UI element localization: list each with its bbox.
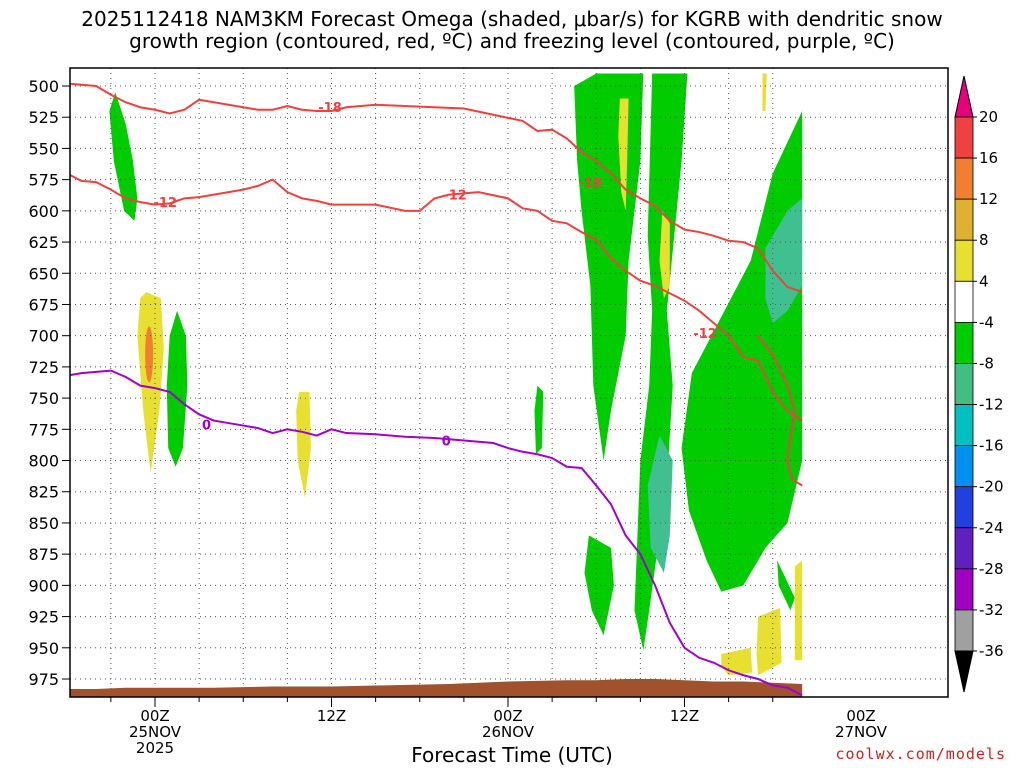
omega-region-14 [794, 560, 803, 661]
colorbar-label: -4 [979, 313, 994, 331]
omega-region-16 [659, 210, 670, 299]
colorbar-top-arrow [954, 75, 974, 118]
chart-title-line2: growth region (contoured, red, ºC) and f… [129, 29, 895, 53]
y-tick-label: 800 [28, 452, 59, 471]
colorbar-label: -20 [979, 478, 1004, 496]
shaded-regions [109, 73, 803, 676]
contour-label: -18 [318, 101, 342, 116]
x-tick-date: 26NOV [482, 723, 535, 741]
contour--12b [757, 335, 803, 487]
colorbar-band [954, 445, 974, 488]
colorbar-band [954, 116, 974, 159]
colorbar-label: -12 [979, 396, 1004, 414]
colorbar-label: 20 [979, 108, 998, 126]
y-tick-label: 725 [28, 358, 59, 377]
y-tick-label: 550 [28, 139, 59, 158]
colorbar-band [954, 280, 974, 323]
x-tick-date: 25NOV [129, 723, 182, 741]
colorbar-bottom-arrow [954, 650, 974, 693]
omega-region-17 [762, 73, 767, 111]
x-tick-label: 00Z [846, 707, 875, 725]
x-tick-label: 12Z [670, 707, 699, 725]
y-tick-label: 650 [28, 264, 59, 283]
contour-label: -12 [693, 327, 717, 342]
omega-region-8 [681, 110, 803, 592]
credit-text[interactable]: coolwx.com/models [835, 745, 1006, 763]
colorbar-label: -32 [979, 601, 1004, 619]
x-tick-label: 12Z [317, 707, 346, 725]
colorbar-band [954, 157, 974, 200]
y-tick-label: 850 [28, 514, 59, 533]
colorbar-band [954, 527, 974, 570]
terrain [70, 679, 803, 697]
omega-region-0 [109, 92, 138, 221]
colorbar-label: -8 [979, 354, 994, 372]
contour-label: -12 [154, 196, 178, 211]
omega-region-3 [296, 391, 311, 498]
contour-label: -12 [443, 189, 467, 204]
x-axis-label: Forecast Time (UTC) [411, 743, 613, 767]
colorbar-band [954, 609, 974, 652]
y-tick-label: 775 [28, 420, 59, 439]
colorbar-band [954, 404, 974, 447]
omega-region-13 [756, 607, 782, 676]
y-tick-label: 700 [28, 327, 59, 346]
x-tick-label: 00Z [493, 707, 522, 725]
colorbar-label: 16 [979, 149, 998, 167]
y-tick-label: 525 [28, 108, 59, 127]
omega-region-4 [534, 385, 544, 455]
colorbar-label: -24 [979, 519, 1004, 537]
omega-region-6 [634, 73, 688, 651]
plot-frame [69, 67, 949, 698]
plot-area [70, 68, 948, 697]
y-tick-label: 825 [28, 483, 59, 502]
y-tick-label: 900 [28, 576, 59, 595]
colorbar-band [954, 321, 974, 364]
colorbar-label: -36 [979, 642, 1004, 660]
contour-label: 0 [442, 435, 451, 450]
omega-core [145, 326, 154, 383]
y-tick-label: 500 [28, 77, 59, 96]
y-tick-label: 600 [28, 202, 59, 221]
colorbar-label: 8 [979, 231, 989, 249]
contour--18 [70, 82, 803, 293]
colorbar-band [954, 198, 974, 241]
chart-title-line1: 2025112418 NAM3KM Forecast Omega (shaded… [81, 7, 943, 31]
omega-region-10 [647, 435, 673, 573]
contour--12 [70, 173, 803, 422]
y-tick-label: 975 [28, 670, 59, 689]
omega-region-2 [137, 291, 164, 474]
y-tick-label: 575 [28, 171, 59, 190]
y-tick-label: 675 [28, 295, 59, 314]
colorbar-label: -16 [979, 437, 1004, 455]
omega-region-1 [166, 310, 188, 467]
omega-region-11 [765, 198, 803, 324]
colorbar-label: -28 [979, 560, 1004, 578]
contour-label: 0 [202, 418, 211, 433]
colorbar-band [954, 363, 974, 405]
y-tick-label: 950 [28, 639, 59, 658]
colorbar-label: 4 [979, 272, 989, 290]
contour-label: -18 [579, 176, 603, 191]
contour-0 [70, 369, 803, 697]
y-tick-label: 750 [28, 389, 59, 408]
x-tick-label: 00Z [140, 707, 169, 725]
y-tick-label: 875 [28, 545, 59, 564]
colorbar-band [954, 568, 974, 611]
y-tick-label: 625 [28, 233, 59, 252]
x-tick-year: 2025 [136, 739, 174, 757]
colorbar-label: 12 [979, 190, 998, 208]
y-tick-label: 925 [28, 608, 59, 627]
omega-region-7 [584, 535, 614, 636]
colorbar-band [954, 239, 974, 282]
colorbar-band [954, 486, 974, 529]
omega-region-15 [618, 98, 629, 211]
x-tick-date: 27NOV [835, 723, 888, 741]
